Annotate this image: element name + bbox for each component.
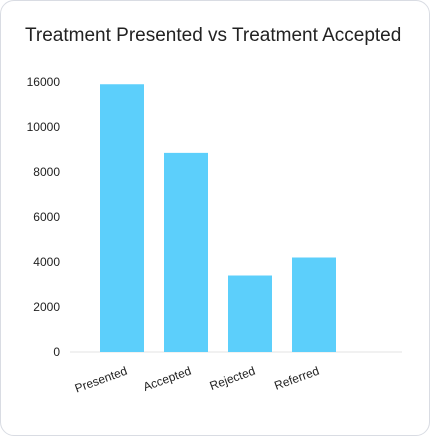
y-tick-label: 4000 — [33, 255, 60, 269]
bar-presented — [100, 84, 144, 352]
y-tick-label: 6000 — [33, 210, 60, 224]
y-tick-label: 16000 — [27, 75, 61, 89]
bar-rejected — [228, 275, 272, 352]
chart-title: Treatment Presented vs Treatment Accepte… — [25, 25, 402, 46]
x-tick-label: Accepted — [141, 364, 193, 394]
y-axis-ticks: 0 2000 4000 6000 8000 10000 16000 — [27, 75, 61, 359]
x-axis-labels: Presented Accepted Rejected Referred — [73, 364, 321, 396]
y-tick-label: 0 — [53, 345, 60, 359]
y-tick-label: 10000 — [27, 120, 61, 134]
x-tick-label: Rejected — [208, 364, 257, 393]
y-tick-label: 8000 — [33, 165, 60, 179]
y-tick-label: 2000 — [33, 300, 60, 314]
x-tick-label: Referred — [272, 364, 321, 393]
x-tick-label: Presented — [73, 364, 129, 396]
bars-group — [100, 84, 336, 352]
bar-accepted — [164, 152, 208, 352]
bar-referred — [292, 257, 336, 352]
